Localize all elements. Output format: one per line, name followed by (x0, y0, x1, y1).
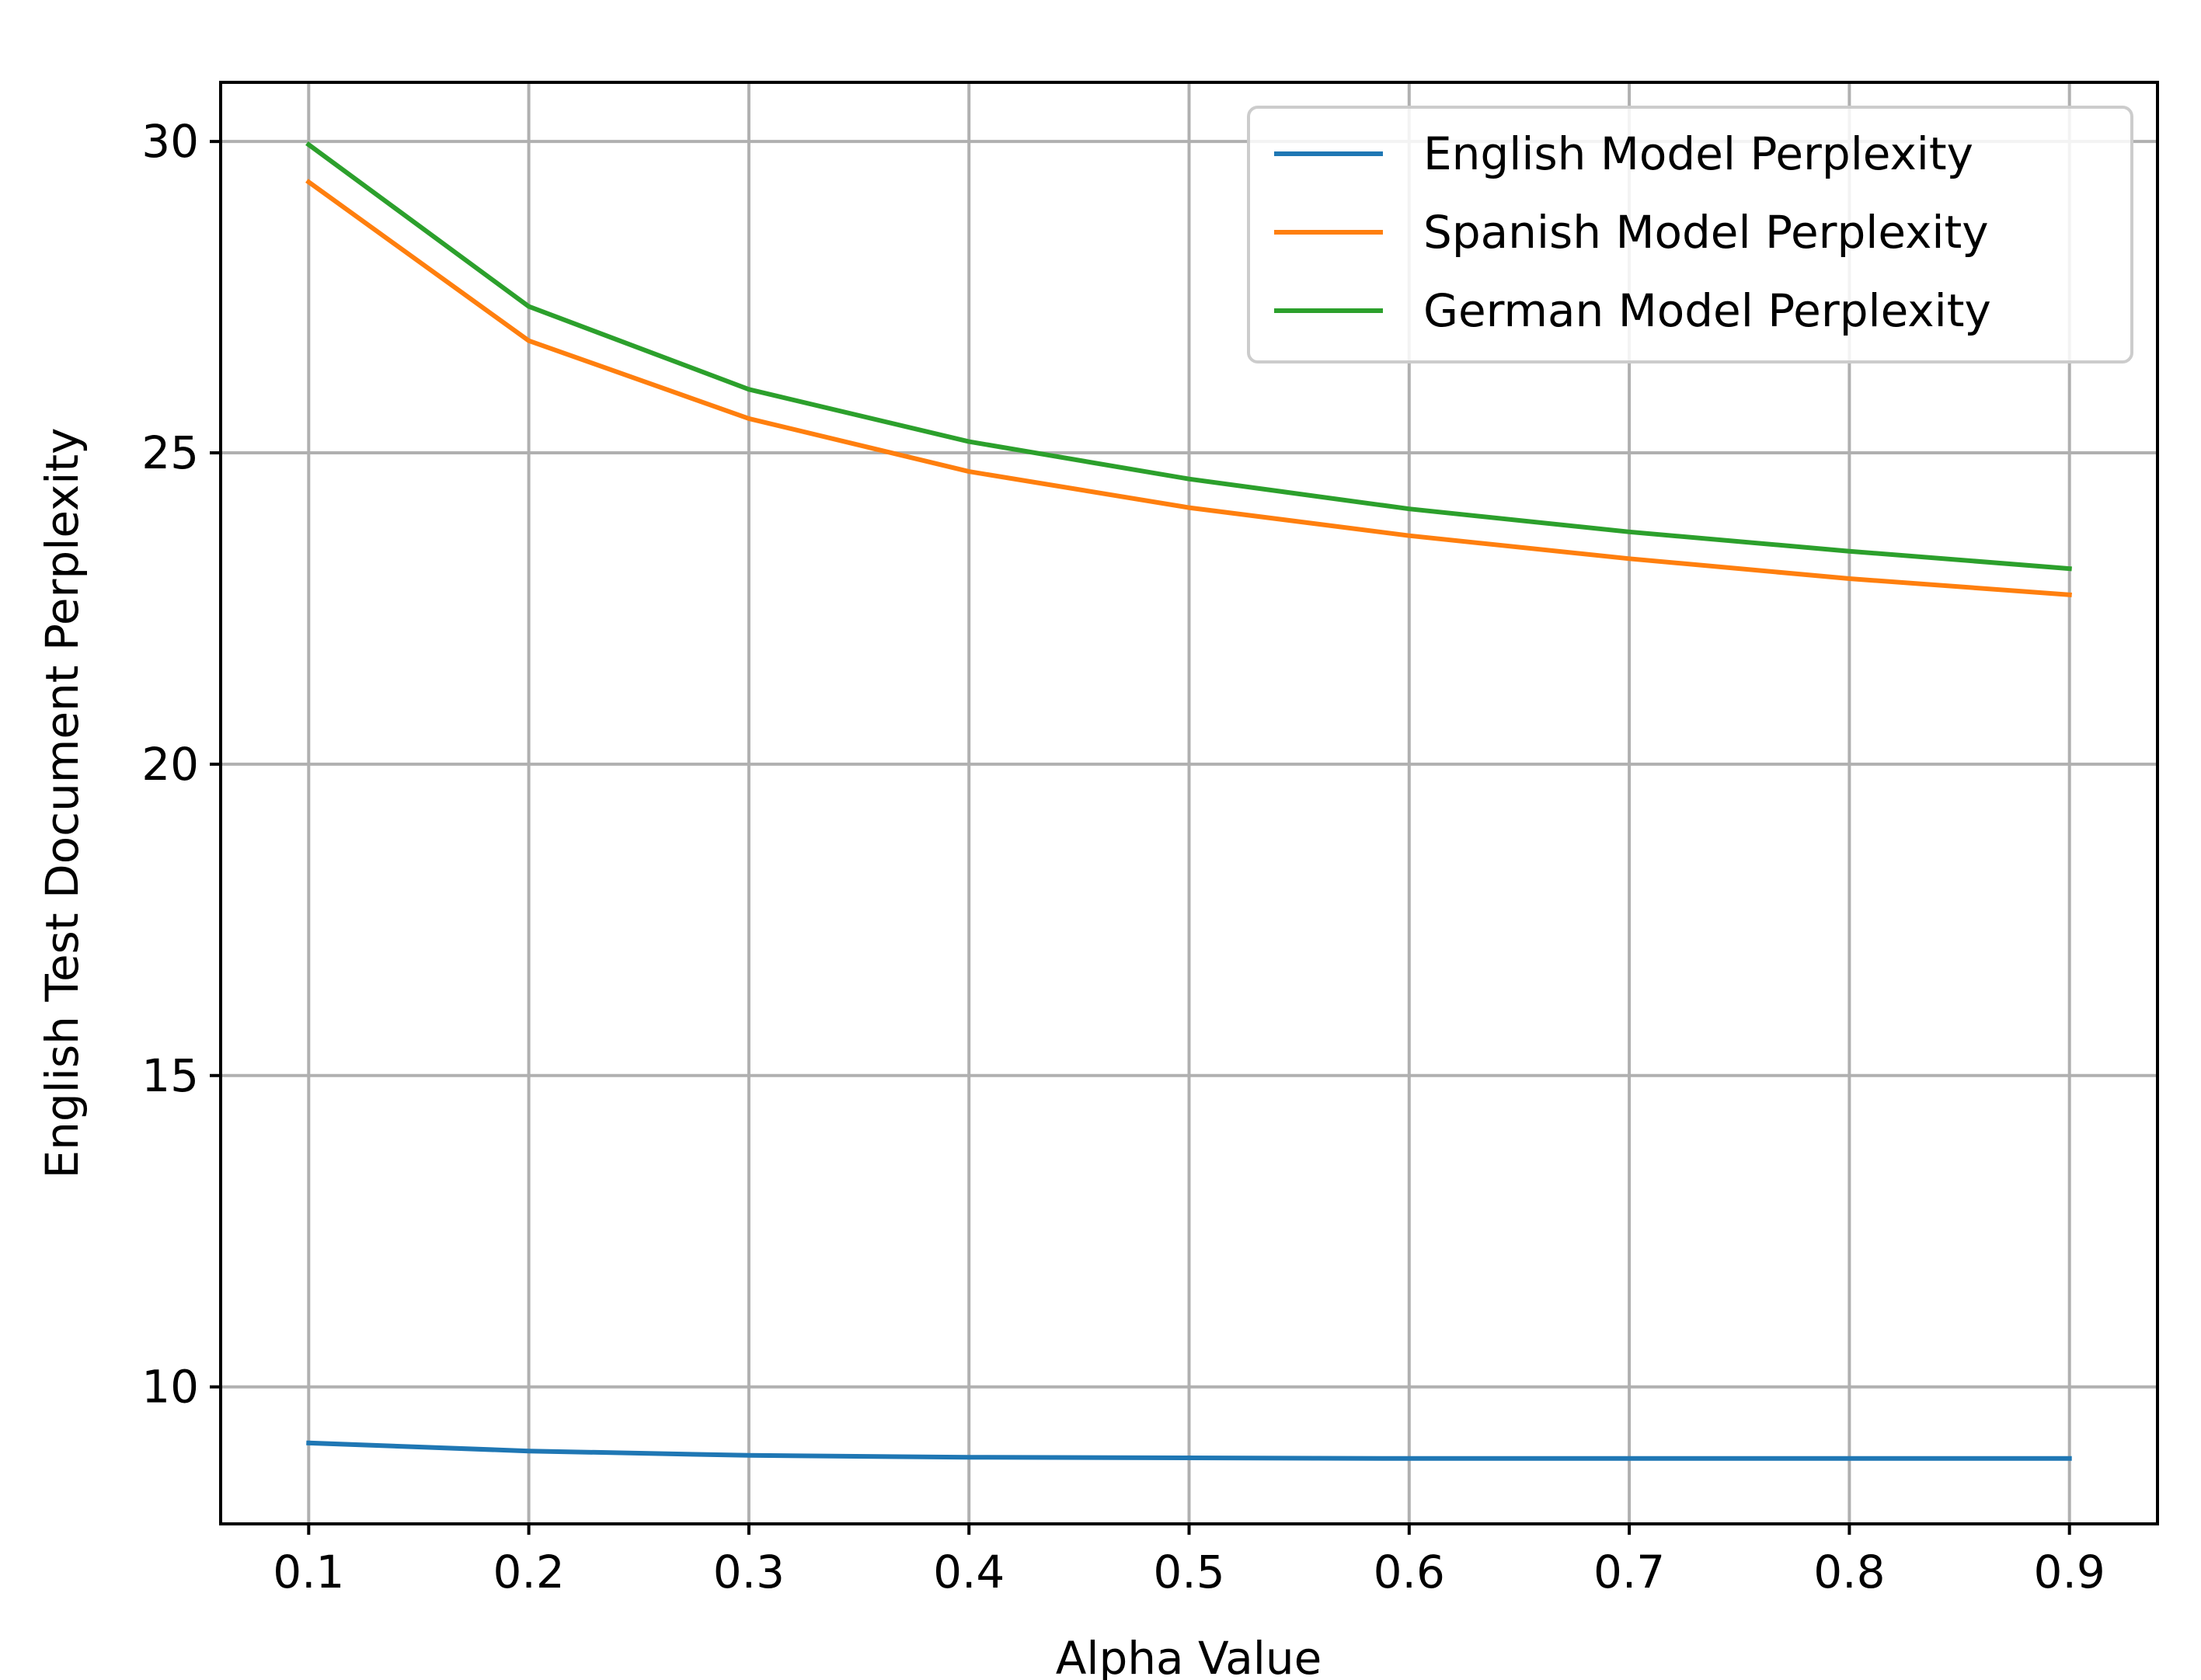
x-tick-label: 0.1 (273, 1546, 344, 1598)
legend-label-spanish: Spanish Model Perplexity (1423, 206, 1989, 259)
legend-label-english: English Model Perplexity (1423, 127, 1973, 180)
y-tick-label: 25 (141, 426, 199, 479)
y-tick-label: 10 (141, 1361, 199, 1414)
x-tick-label: 0.9 (2034, 1546, 2105, 1598)
series-layer (305, 141, 2072, 1461)
x-tick-label: 0.8 (1813, 1546, 1885, 1598)
y-axis-label: English Test Document Perplexity (36, 428, 89, 1179)
legend-items: English Model Perplexity Spanish Model Pe… (1274, 127, 1991, 337)
legend-label-german: German Model Perplexity (1423, 284, 1991, 337)
series-line-english (306, 1440, 2072, 1461)
x-axis-label: Alpha Value (1056, 1632, 1322, 1680)
series-line-german (305, 141, 2072, 572)
legend: English Model Perplexity Spanish Model Pe… (1247, 106, 2133, 363)
y-tick-label: 30 (141, 115, 199, 168)
x-tick-label: 0.4 (933, 1546, 1005, 1598)
x-tick-label: 0.7 (1593, 1546, 1665, 1598)
ticks: 0.1 0.2 0.3 0.4 0.5 0.6 0.7 0.8 0.9 10 15 20 25 30 (141, 115, 2105, 1598)
y-tick-label: 20 (141, 738, 199, 791)
y-tick-label: 15 (141, 1049, 199, 1102)
x-tick-label: 0.3 (713, 1546, 785, 1598)
x-tick-label: 0.2 (493, 1546, 564, 1598)
x-tick-label: 0.5 (1153, 1546, 1224, 1598)
series-line-spanish (305, 179, 2072, 598)
legend-box (1247, 106, 2133, 363)
x-tick-label: 0.6 (1374, 1546, 1445, 1598)
